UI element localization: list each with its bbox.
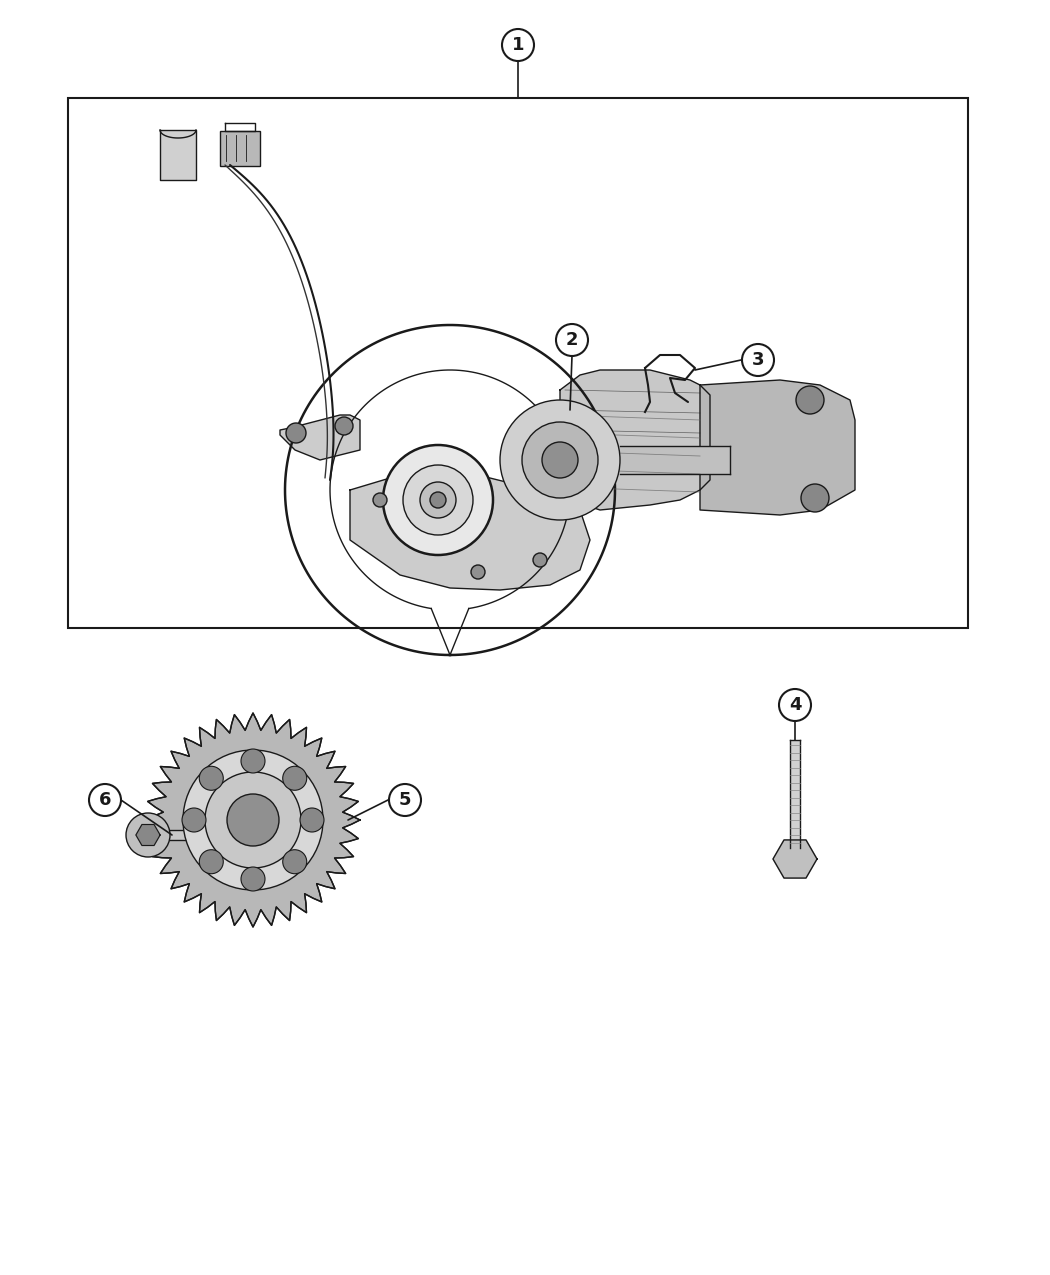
- Circle shape: [796, 386, 824, 414]
- Circle shape: [242, 867, 265, 891]
- Polygon shape: [135, 825, 160, 845]
- Circle shape: [242, 748, 265, 773]
- Polygon shape: [146, 713, 360, 927]
- Bar: [220, 131, 260, 166]
- Polygon shape: [146, 713, 360, 927]
- Circle shape: [403, 465, 472, 536]
- Circle shape: [500, 400, 620, 520]
- Text: 4: 4: [789, 696, 801, 714]
- Circle shape: [163, 731, 343, 910]
- Circle shape: [182, 808, 206, 833]
- Circle shape: [420, 482, 456, 518]
- Circle shape: [227, 794, 279, 847]
- Circle shape: [779, 688, 811, 720]
- Circle shape: [282, 766, 307, 790]
- Bar: [68, 98, 968, 629]
- Circle shape: [533, 553, 547, 567]
- Polygon shape: [790, 740, 800, 848]
- Text: 5: 5: [399, 790, 412, 810]
- Text: 3: 3: [752, 351, 764, 368]
- Polygon shape: [280, 414, 360, 460]
- Circle shape: [522, 422, 598, 499]
- Circle shape: [126, 813, 170, 857]
- Circle shape: [200, 766, 224, 790]
- Circle shape: [89, 784, 121, 816]
- Circle shape: [183, 750, 323, 890]
- Circle shape: [742, 344, 774, 376]
- Text: 1: 1: [511, 36, 524, 54]
- Polygon shape: [160, 130, 196, 180]
- Circle shape: [200, 849, 224, 873]
- Circle shape: [335, 417, 353, 435]
- Polygon shape: [170, 830, 225, 840]
- Circle shape: [801, 484, 830, 513]
- Circle shape: [373, 493, 387, 507]
- Circle shape: [502, 29, 534, 61]
- Circle shape: [556, 324, 588, 356]
- Polygon shape: [773, 840, 817, 878]
- Text: 6: 6: [99, 790, 111, 810]
- Circle shape: [300, 808, 324, 833]
- Circle shape: [383, 445, 494, 555]
- Circle shape: [471, 565, 485, 579]
- Polygon shape: [350, 470, 590, 590]
- Circle shape: [205, 771, 301, 868]
- Circle shape: [542, 442, 578, 478]
- Circle shape: [388, 784, 421, 816]
- Text: 2: 2: [566, 332, 579, 349]
- Circle shape: [286, 423, 306, 442]
- Polygon shape: [620, 446, 730, 474]
- Circle shape: [282, 849, 307, 873]
- Circle shape: [430, 492, 446, 507]
- Polygon shape: [560, 370, 710, 510]
- Polygon shape: [700, 380, 855, 515]
